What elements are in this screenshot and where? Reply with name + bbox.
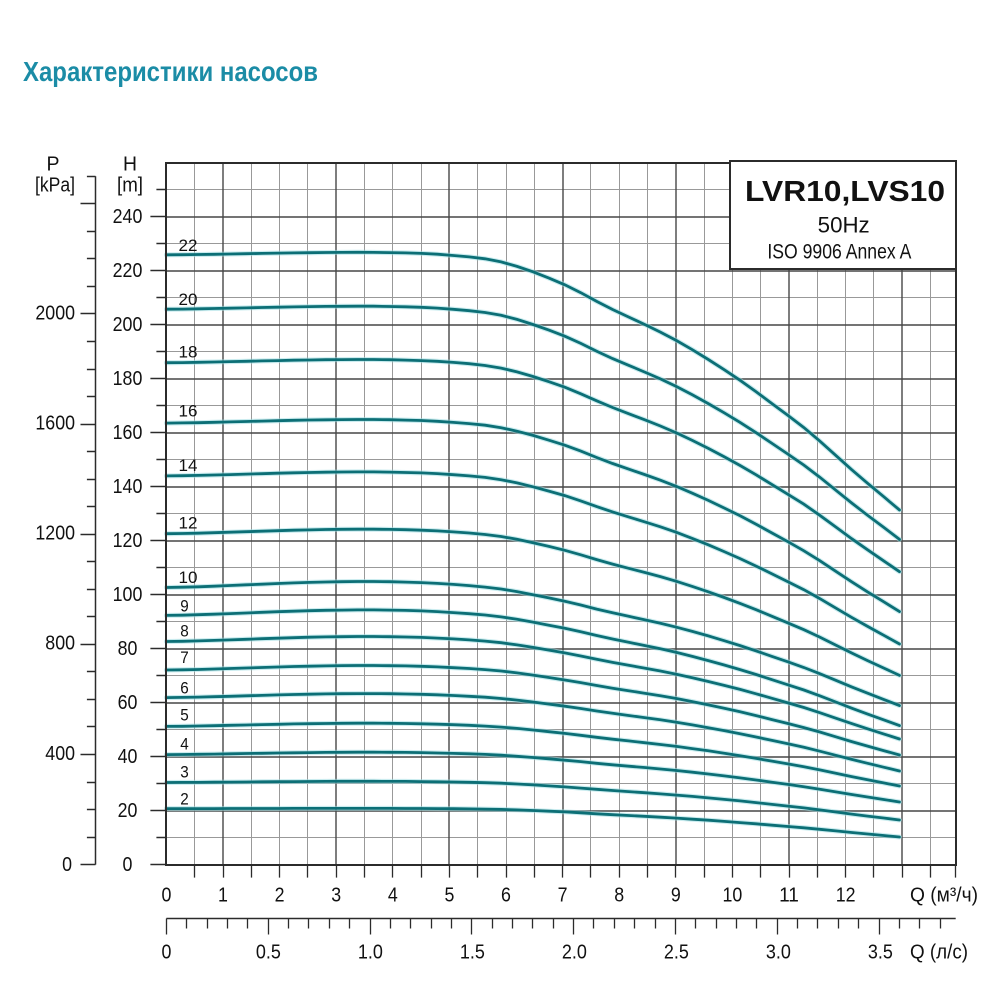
svg-text:0: 0 [62, 854, 72, 876]
svg-text:16: 16 [179, 402, 198, 421]
svg-text:120: 120 [113, 530, 143, 552]
svg-text:200: 200 [113, 314, 143, 336]
svg-text:1.5: 1.5 [460, 942, 485, 964]
svg-text:11: 11 [779, 884, 799, 906]
svg-text:3.5: 3.5 [868, 942, 893, 964]
svg-text:2.0: 2.0 [562, 942, 587, 964]
svg-text:Характеристики насосов: Характеристики насосов [23, 56, 318, 87]
svg-text:2: 2 [275, 884, 285, 906]
svg-text:0: 0 [161, 884, 171, 906]
svg-text:0: 0 [161, 942, 171, 964]
svg-text:10: 10 [723, 884, 743, 906]
svg-text:2: 2 [180, 790, 189, 809]
svg-text:40: 40 [118, 746, 138, 768]
svg-text:50Hz: 50Hz [818, 213, 870, 238]
svg-text:1200: 1200 [35, 523, 75, 545]
svg-text:[kPa]: [kPa] [35, 174, 75, 196]
svg-text:0.5: 0.5 [256, 942, 281, 964]
svg-text:10: 10 [179, 568, 198, 587]
svg-text:P: P [47, 154, 60, 176]
svg-text:80: 80 [118, 638, 138, 660]
svg-text:100: 100 [113, 584, 143, 606]
svg-text:9: 9 [180, 597, 189, 616]
svg-text:8: 8 [180, 622, 189, 641]
svg-text:8: 8 [614, 884, 624, 906]
svg-text:20: 20 [118, 800, 138, 822]
svg-text:4: 4 [388, 884, 398, 906]
svg-text:Q (м³/ч): Q (м³/ч) [910, 884, 978, 906]
svg-text:14: 14 [179, 456, 198, 475]
svg-text:5: 5 [444, 884, 454, 906]
svg-text:2.5: 2.5 [664, 942, 689, 964]
svg-text:160: 160 [113, 422, 143, 444]
svg-text:Q (л/с): Q (л/с) [910, 942, 968, 964]
svg-text:1: 1 [218, 884, 228, 906]
svg-text:7: 7 [180, 648, 189, 667]
svg-text:3: 3 [331, 884, 341, 906]
svg-text:2000: 2000 [35, 302, 75, 324]
svg-text:18: 18 [179, 343, 198, 362]
svg-text:20: 20 [179, 290, 198, 309]
svg-text:3.0: 3.0 [766, 942, 791, 964]
svg-text:800: 800 [45, 633, 75, 655]
svg-text:6: 6 [501, 884, 511, 906]
svg-text:6: 6 [180, 679, 189, 698]
svg-text:5: 5 [180, 706, 189, 725]
svg-text:0: 0 [123, 854, 133, 876]
svg-text:12: 12 [179, 513, 198, 532]
svg-text:9: 9 [671, 884, 681, 906]
svg-text:180: 180 [113, 368, 143, 390]
svg-text:[m]: [m] [117, 174, 143, 196]
svg-text:3: 3 [180, 763, 189, 782]
svg-text:LVR10,LVS10: LVR10,LVS10 [745, 176, 945, 208]
svg-text:7: 7 [558, 884, 568, 906]
svg-text:240: 240 [113, 206, 143, 228]
svg-text:1.0: 1.0 [358, 942, 383, 964]
svg-text:22: 22 [179, 236, 198, 255]
svg-text:220: 220 [113, 260, 143, 282]
svg-text:4: 4 [180, 735, 189, 754]
svg-text:140: 140 [113, 476, 143, 498]
svg-text:60: 60 [118, 692, 138, 714]
svg-text:1600: 1600 [35, 413, 75, 435]
svg-text:400: 400 [45, 743, 75, 765]
svg-text:H: H [123, 154, 137, 176]
svg-text:12: 12 [836, 884, 856, 906]
svg-text:ISO 9906 Annex A: ISO 9906 Annex A [767, 241, 911, 264]
